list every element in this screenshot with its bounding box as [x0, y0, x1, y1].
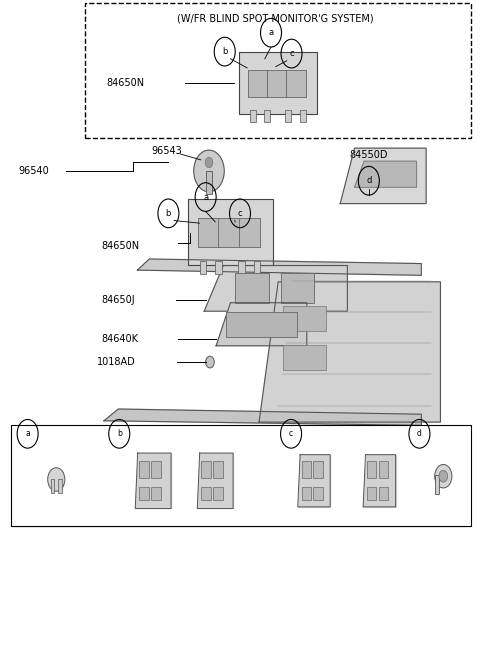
Text: 84650N: 84650N: [107, 78, 144, 88]
Bar: [235, 273, 269, 303]
FancyBboxPatch shape: [188, 198, 273, 265]
Circle shape: [205, 356, 214, 368]
Text: 1018AD: 1018AD: [97, 357, 135, 367]
FancyBboxPatch shape: [286, 70, 306, 97]
Text: c: c: [289, 49, 294, 58]
FancyBboxPatch shape: [11, 425, 471, 527]
Bar: [264, 111, 270, 122]
Text: 84658N: 84658N: [49, 429, 84, 438]
Text: 96540: 96540: [18, 166, 49, 176]
Bar: [313, 487, 323, 500]
Bar: [285, 111, 291, 122]
FancyBboxPatch shape: [248, 70, 268, 97]
Text: 93310H: 93310H: [217, 429, 252, 438]
Polygon shape: [135, 453, 171, 508]
Bar: [379, 461, 388, 477]
Text: a: a: [203, 193, 208, 202]
Polygon shape: [363, 455, 396, 507]
Bar: [250, 111, 255, 122]
FancyBboxPatch shape: [239, 52, 317, 113]
Circle shape: [205, 157, 213, 168]
Text: a: a: [268, 28, 274, 37]
Circle shape: [435, 464, 452, 488]
Bar: [283, 345, 326, 370]
Bar: [205, 171, 212, 194]
Text: a: a: [25, 429, 30, 438]
Text: 84550D: 84550D: [350, 149, 388, 160]
Bar: [283, 306, 326, 331]
Bar: [300, 111, 306, 122]
Bar: [139, 461, 149, 477]
Bar: [367, 461, 376, 477]
Text: d: d: [366, 176, 372, 185]
Bar: [238, 261, 244, 274]
Polygon shape: [340, 148, 426, 204]
Bar: [254, 261, 260, 274]
Polygon shape: [216, 303, 307, 346]
Circle shape: [48, 468, 65, 491]
Circle shape: [194, 150, 224, 192]
Bar: [226, 312, 297, 337]
Polygon shape: [197, 453, 233, 508]
Bar: [301, 487, 311, 500]
Text: b: b: [166, 209, 171, 218]
Bar: [213, 461, 223, 477]
Bar: [379, 487, 388, 500]
Bar: [139, 487, 149, 500]
Bar: [201, 487, 211, 500]
Bar: [301, 461, 311, 477]
Text: c: c: [238, 209, 242, 218]
Text: b: b: [222, 47, 228, 56]
Bar: [50, 479, 54, 493]
Text: 93315: 93315: [306, 429, 335, 438]
Bar: [201, 461, 211, 477]
FancyBboxPatch shape: [239, 218, 261, 246]
Text: 93315: 93315: [365, 429, 394, 438]
Text: 84650N: 84650N: [102, 241, 140, 251]
Bar: [313, 461, 323, 477]
Polygon shape: [355, 161, 417, 187]
Bar: [216, 261, 222, 274]
Polygon shape: [298, 455, 330, 507]
Text: b: b: [117, 429, 122, 438]
Bar: [151, 487, 160, 500]
Polygon shape: [137, 259, 421, 275]
Circle shape: [200, 151, 217, 174]
Bar: [435, 475, 440, 495]
Text: 84640K: 84640K: [102, 333, 139, 344]
Text: (W/FR BLIND SPOT MONITOR'G SYSTEM): (W/FR BLIND SPOT MONITOR'G SYSTEM): [178, 13, 374, 23]
Text: d: d: [417, 429, 422, 438]
Polygon shape: [104, 409, 421, 425]
Bar: [213, 487, 223, 500]
FancyBboxPatch shape: [267, 70, 287, 97]
Polygon shape: [259, 282, 441, 422]
Circle shape: [439, 470, 447, 482]
FancyBboxPatch shape: [198, 218, 220, 246]
Polygon shape: [204, 265, 348, 311]
Bar: [151, 461, 160, 477]
Text: 84650J: 84650J: [102, 295, 135, 305]
Text: 95120: 95120: [431, 429, 459, 438]
Bar: [200, 261, 206, 274]
Text: c: c: [289, 429, 293, 438]
Text: 93310H: 93310H: [136, 429, 172, 438]
Bar: [58, 479, 61, 493]
Bar: [281, 273, 314, 303]
Text: 96543: 96543: [152, 147, 182, 157]
FancyBboxPatch shape: [218, 218, 240, 246]
Bar: [367, 487, 376, 500]
